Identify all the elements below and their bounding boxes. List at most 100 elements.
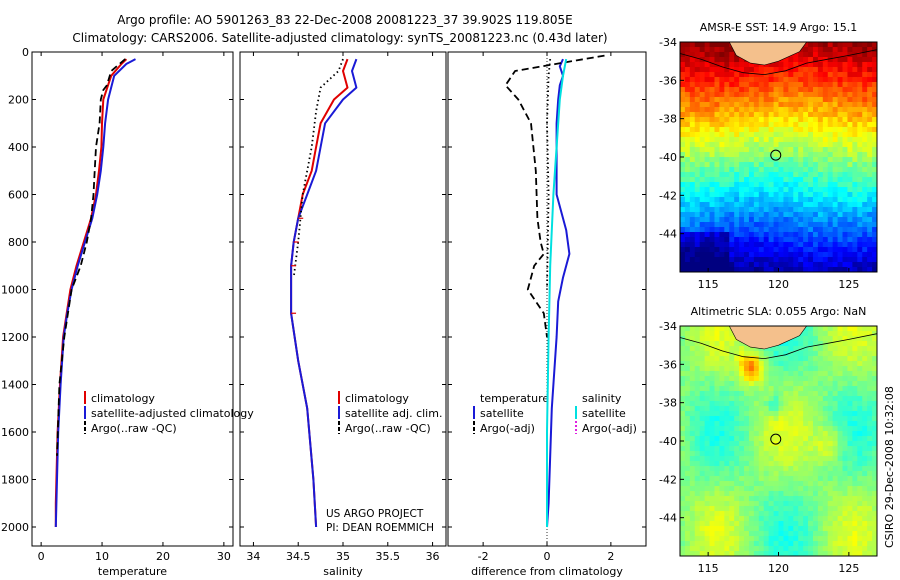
heatmap-cell [788, 157, 794, 163]
heatmap-cell [763, 127, 770, 133]
heatmap-cell [857, 72, 863, 78]
heatmap-cell [817, 526, 824, 532]
heatmap-cell [842, 551, 848, 557]
heatmap-cell [872, 331, 878, 337]
heatmap-cell [748, 257, 755, 263]
heatmap-cell [847, 451, 853, 457]
heatmap-cell [872, 426, 878, 432]
heatmap-cell [793, 336, 799, 342]
heatmap-cell [734, 67, 740, 73]
heatmap-cell [739, 62, 745, 68]
heatmap-cell [694, 52, 701, 58]
heatmap-cell [867, 72, 873, 78]
heatmap-cell [680, 77, 686, 83]
heatmap-cell [768, 416, 774, 422]
difference-legend-temp-satellite-label: satellite [480, 407, 524, 420]
heatmap-cell [872, 142, 878, 148]
heatmap-cell [680, 97, 686, 103]
heatmap-cell [758, 167, 765, 173]
heatmap-cell [803, 366, 809, 372]
heatmap-cell [734, 396, 740, 402]
heatmap-cell [832, 257, 838, 263]
heatmap-cell [763, 97, 770, 103]
heatmap-cell [847, 441, 853, 447]
heatmap-cell [857, 376, 863, 382]
heatmap-cell [689, 217, 696, 223]
heatmap-cell [729, 361, 735, 367]
heatmap-cell [783, 162, 789, 168]
heatmap-cell [734, 481, 740, 487]
heatmap-cell [788, 132, 794, 138]
heatmap-cell [837, 426, 843, 432]
heatmap-cell [793, 461, 799, 467]
heatmap-cell [709, 501, 715, 507]
heatmap-cell [768, 361, 774, 367]
heatmap-cell [680, 526, 686, 532]
heatmap-cell [783, 117, 789, 123]
heatmap-cell [773, 82, 779, 88]
heatmap-cell [699, 247, 706, 253]
heatmap-cell [709, 386, 715, 392]
heatmap-cell [852, 42, 858, 48]
heatmap-cell [803, 162, 809, 168]
heatmap-cell [694, 541, 701, 547]
heatmap-cell [783, 516, 789, 522]
heatmap-cell [852, 541, 858, 547]
heatmap-cell [768, 476, 774, 482]
heatmap-cell [783, 506, 789, 512]
heatmap-cell [748, 476, 755, 482]
heatmap-cell [808, 202, 814, 208]
heatmap-cell [852, 466, 858, 472]
heatmap-cell [729, 157, 735, 163]
heatmap-cell [773, 62, 779, 68]
heatmap-cell [857, 486, 863, 492]
heatmap-cell [857, 172, 863, 178]
heatmap-cell [812, 82, 819, 88]
heatmap-cell [847, 426, 853, 432]
heatmap-cell [872, 326, 878, 332]
heatmap-cell [842, 471, 848, 477]
heatmap-cell [680, 147, 686, 153]
heatmap-cell [842, 476, 848, 482]
heatmap-cell [817, 511, 824, 517]
heatmap-cell [734, 227, 740, 233]
heatmap-cell [867, 242, 873, 248]
heatmap-cell [852, 257, 858, 263]
heatmap-cell [793, 531, 799, 537]
heatmap-cell [862, 222, 868, 228]
heatmap-cell [694, 511, 701, 517]
heatmap-cell [872, 157, 878, 163]
heatmap-cell [680, 391, 686, 397]
heatmap-cell [783, 531, 789, 537]
heatmap-cell [822, 511, 829, 517]
heatmap-cell [768, 212, 774, 218]
heatmap-cell [822, 436, 829, 442]
heatmap-cell [739, 87, 745, 93]
heatmap-cell [773, 232, 779, 238]
heatmap-cell [793, 137, 799, 143]
heatmap-cell [862, 461, 868, 467]
heatmap-cell [852, 207, 858, 213]
heatmap-cell [729, 162, 735, 168]
heatmap-cell [763, 252, 770, 258]
heatmap-cell [788, 77, 794, 83]
heatmap-cell [758, 366, 765, 372]
heatmap-cell [827, 267, 834, 273]
heatmap-cell [847, 551, 853, 557]
heatmap-cell [768, 471, 774, 477]
heatmap-cell [847, 97, 853, 103]
heatmap-cell [739, 456, 745, 462]
heatmap-cell [739, 122, 745, 128]
heatmap-cell [783, 122, 789, 128]
heatmap-cell [704, 471, 710, 477]
heatmap-cell [699, 326, 706, 332]
heatmap-cell [748, 87, 755, 93]
heatmap-cell [778, 102, 784, 108]
heatmap-cell [857, 541, 863, 547]
heatmap-cell [773, 177, 779, 183]
heatmap-cell [862, 257, 868, 263]
depth-ytick-label: 400 [8, 141, 29, 154]
heatmap-cell [783, 441, 789, 447]
heatmap-cell [857, 217, 863, 223]
heatmap-cell [748, 551, 755, 557]
